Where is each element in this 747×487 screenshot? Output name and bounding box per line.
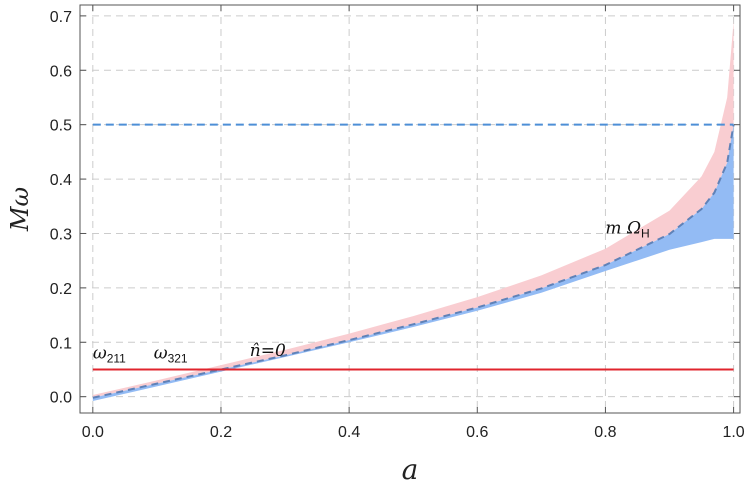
line-series-3 [92, 124, 735, 399]
y-tick-label: 0.4 [50, 172, 72, 189]
lines [92, 123, 735, 399]
x-tick-label: 0.8 [594, 424, 616, 441]
annotation-label: ω321 [154, 344, 188, 366]
y-axis-label: Mω [6, 187, 34, 232]
bands [92, 21, 734, 402]
y-tick-label: 0.5 [50, 118, 72, 135]
annotation-label: n̂=0 [250, 341, 286, 361]
x-tick-label: 0.0 [82, 424, 104, 441]
annotation-label: m ΩH [605, 218, 649, 240]
annotation-subscript: 321 [168, 352, 188, 366]
annotation-subscript: H [641, 226, 650, 240]
y-tick-label: 0.2 [50, 281, 72, 298]
annotation-label: ω211 [93, 344, 126, 366]
x-axis-label: a [402, 453, 419, 486]
plot-frame [79, 4, 741, 414]
y-tick-label: 0.3 [50, 226, 72, 243]
band-series-2 [92, 124, 734, 402]
x-tick-label: 1.0 [722, 424, 744, 441]
y-tick-label: 0.6 [50, 63, 72, 80]
x-tick-label: 0.2 [210, 424, 232, 441]
y-tick-label: 0.1 [50, 335, 72, 352]
x-tick-label: 0.4 [338, 424, 360, 441]
y-tick-label: 0.7 [50, 9, 72, 26]
grid [80, 5, 740, 413]
tick-labels: 0.0 0.2 0.4 0.6 0.8 1.0 0.0 0.1 0.2 0.3 0.4 0.5 0.6 0… [50, 9, 745, 441]
ticks [80, 5, 740, 413]
band-series-1 [92, 21, 734, 398]
y-tick-label: 0.0 [50, 390, 72, 407]
annotation-subscript: 211 [107, 352, 126, 366]
annotations: ω211 ω321 n̂=0 m ΩH [93, 218, 650, 365]
x-tick-label: 0.6 [466, 424, 488, 441]
